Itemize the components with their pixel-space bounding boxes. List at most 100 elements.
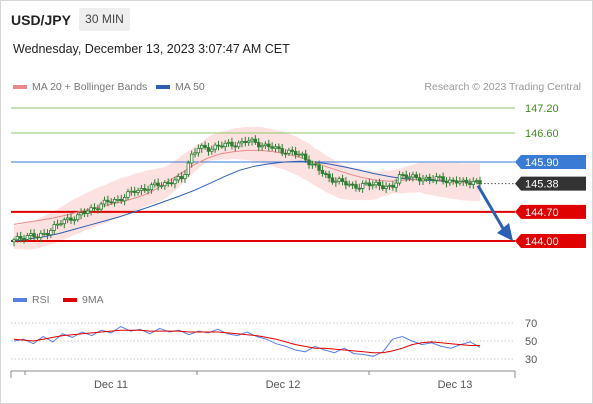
candle-body: [354, 184, 358, 189]
candle-body: [166, 182, 170, 184]
candle-body: [126, 191, 130, 198]
candle-body: [360, 183, 365, 189]
candle-body: [283, 152, 288, 155]
legend-rsi-label: RSI: [32, 294, 50, 306]
candle-body: [22, 237, 26, 240]
candle-body: [397, 174, 402, 184]
candle-body: [257, 142, 261, 148]
candle-body: [213, 144, 217, 150]
candle-body: [421, 178, 425, 182]
candle-body: [431, 179, 435, 182]
x-tick-label: Dec 12: [266, 379, 301, 391]
legend-ma20: MA 20 + Bollinger Bands: [13, 81, 147, 93]
candle-body: [300, 153, 305, 156]
candle-body: [122, 196, 127, 202]
candle-body: [169, 182, 174, 185]
candle-body: [82, 212, 87, 215]
candle-body: [62, 219, 66, 225]
candle-body: [394, 182, 398, 188]
candle-body: [327, 173, 331, 179]
candle-body: [334, 180, 338, 183]
timeframe-button[interactable]: 30 MIN: [79, 8, 130, 31]
level-label-145.38: 145.38: [525, 179, 559, 191]
candle-body: [240, 140, 244, 144]
candle-body: [454, 180, 459, 184]
legend-ma20-label: MA 20 + Bollinger Bands: [32, 81, 148, 93]
candle-body: [193, 152, 197, 155]
candle-body: [45, 232, 50, 236]
candle-body: [434, 176, 439, 181]
candle-body: [280, 148, 284, 154]
candle-body: [297, 153, 301, 156]
candle-body: [391, 184, 395, 188]
candle-body: [441, 176, 445, 183]
candle-body: [277, 146, 281, 149]
candle-body: [79, 212, 83, 216]
candle-body: [273, 146, 278, 149]
candle-body: [303, 153, 308, 161]
candle-body: [330, 177, 335, 183]
legend-ma9-label: 9MA: [82, 294, 104, 306]
candle-body: [136, 190, 140, 193]
candle-body: [320, 169, 325, 174]
candle-body: [468, 182, 472, 185]
candle-body: [448, 179, 452, 184]
symbol-title: USD/JPY: [11, 12, 71, 28]
candle-body: [444, 181, 449, 184]
candle-body: [159, 185, 164, 188]
level-label-145.90: 145.90: [525, 157, 559, 169]
candle-body: [414, 174, 419, 179]
candle-body: [246, 140, 251, 143]
forecast-arrow-icon: [497, 223, 513, 241]
candle-body: [250, 138, 254, 142]
candle-body: [89, 207, 93, 212]
candle-body: [206, 147, 211, 152]
candle-body: [233, 145, 237, 148]
level-label-146.60: 146.60: [525, 128, 559, 140]
candle-body: [350, 183, 355, 186]
candle-body: [69, 217, 73, 221]
candle-body: [464, 179, 469, 184]
candle-body: [347, 183, 351, 186]
candle-body: [263, 143, 268, 147]
candle-body: [270, 146, 274, 149]
candle-body: [478, 180, 482, 185]
candle-body: [109, 201, 113, 204]
candle-body: [267, 143, 271, 148]
legend-ma9: 9MA: [63, 294, 104, 306]
ma20-swatch-icon: [13, 85, 27, 90]
candle-body: [39, 233, 43, 238]
candle-body: [75, 214, 80, 221]
candle-body: [203, 144, 207, 148]
candle-body: [307, 159, 311, 166]
ma9-swatch-icon: [63, 298, 77, 303]
candle-body: [12, 239, 16, 243]
candle-body: [357, 187, 362, 190]
candle-body: [367, 182, 372, 187]
level-tag-145.90: [515, 155, 586, 170]
candle-body: [223, 142, 227, 148]
candle-body: [65, 217, 70, 221]
candle-body: [428, 176, 432, 181]
candle-body: [411, 174, 415, 178]
candle-body: [92, 207, 97, 210]
candle-body: [344, 181, 348, 186]
candle-body: [226, 141, 231, 144]
candle-body: [371, 184, 375, 187]
candle-body: [163, 182, 167, 187]
candle-body: [129, 190, 134, 193]
candle-body: [424, 176, 429, 180]
candle-body: [153, 182, 157, 186]
ma50-line: [13, 160, 481, 242]
candle-body: [438, 176, 442, 179]
candle-body: [387, 184, 392, 187]
candle-body: [35, 236, 40, 239]
candle-body: [417, 177, 422, 182]
candle-body: [243, 140, 248, 143]
candle-body: [29, 233, 33, 236]
legend-rsi: RSI: [13, 294, 50, 306]
candle-body: [102, 199, 107, 205]
candle-body: [404, 174, 408, 179]
datetime-label: Wednesday, December 13, 2023 3:07:47 AM …: [13, 42, 290, 56]
candle-body: [106, 199, 110, 203]
